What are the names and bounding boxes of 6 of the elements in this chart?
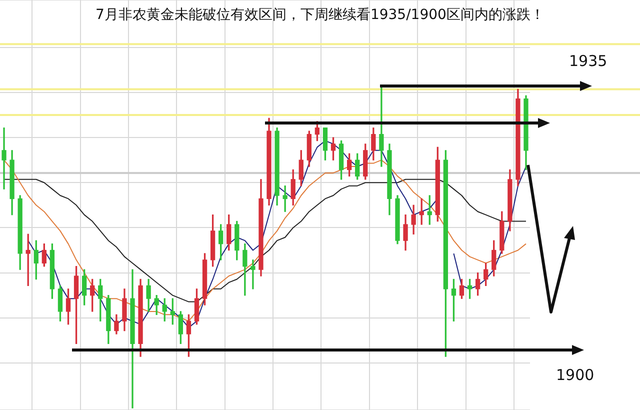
candlestick bbox=[2, 128, 6, 190]
candlestick bbox=[282, 186, 288, 212]
text: 1935 bbox=[569, 52, 608, 70]
text: 1900 bbox=[556, 366, 594, 384]
chart-title: 7月非农黄金未能破位有效区间，下周继续看1935/1900区间内的涨跌！ bbox=[94, 6, 546, 24]
candlestick bbox=[250, 260, 256, 290]
